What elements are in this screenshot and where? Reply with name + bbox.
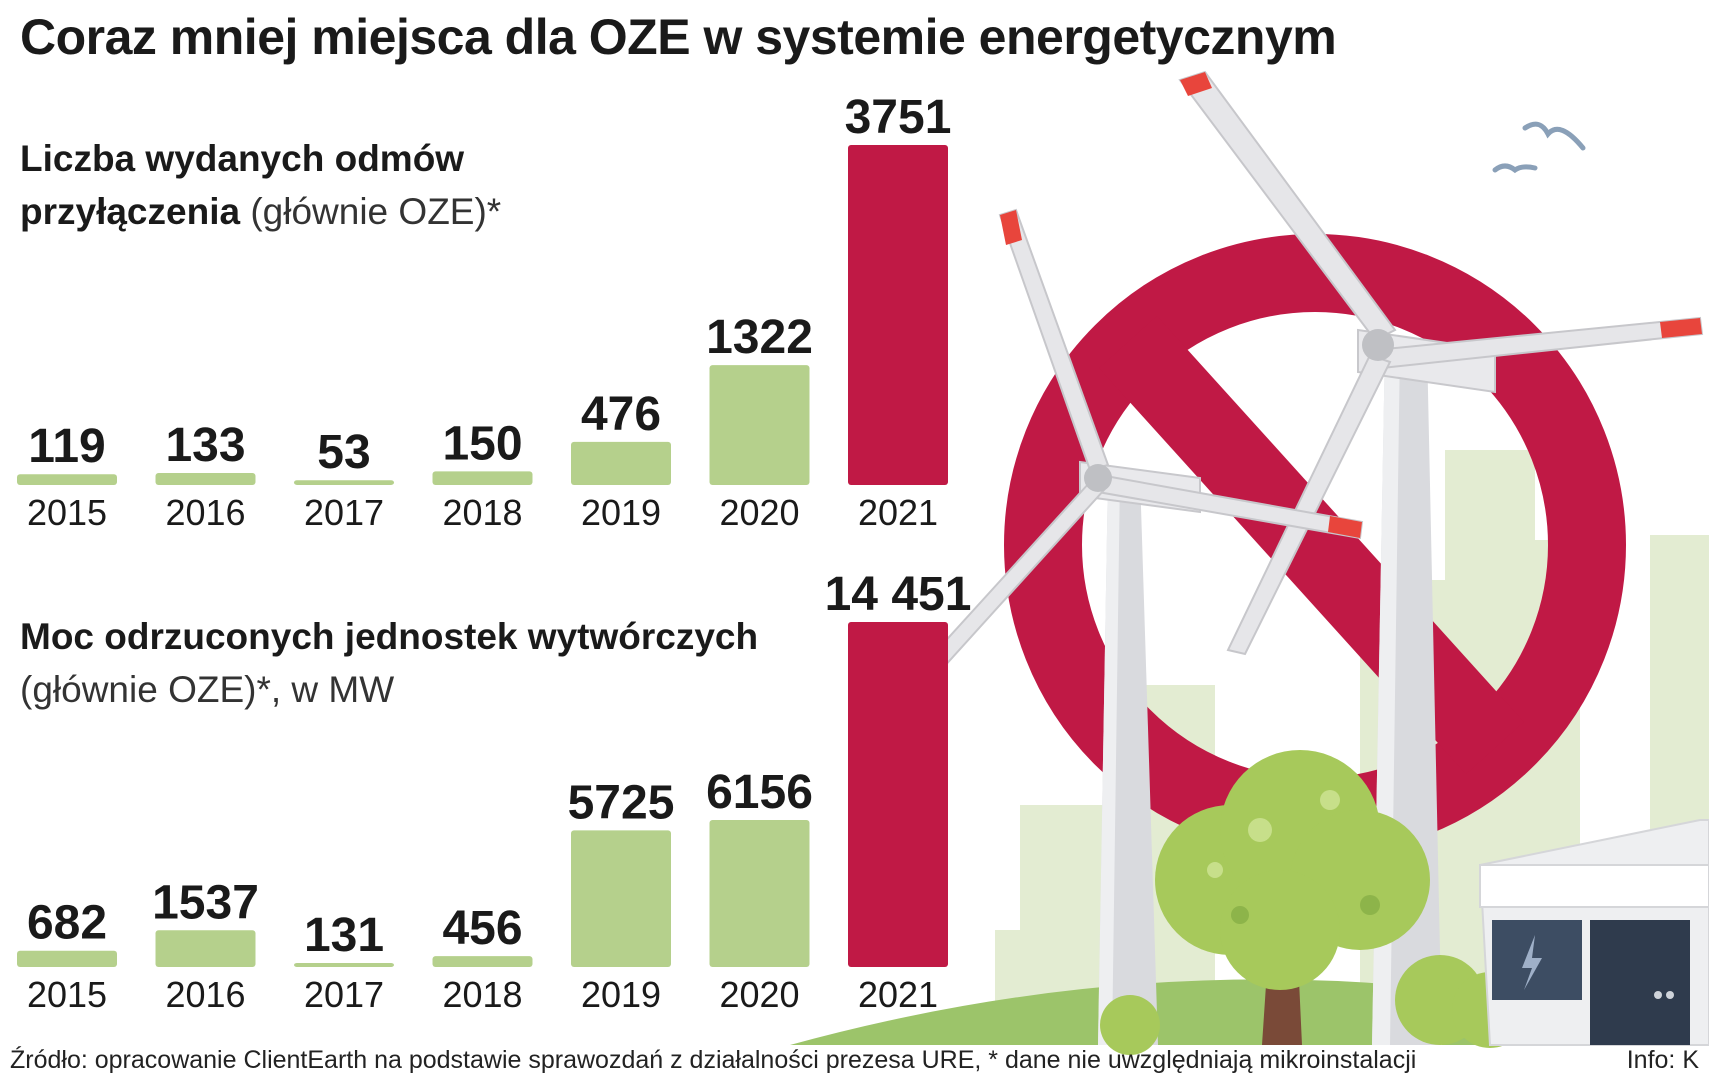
data-label-0-2021: 3751 bbox=[845, 91, 952, 144]
tick-label-1-2018: 2018 bbox=[442, 974, 522, 1015]
bar-0-2017 bbox=[294, 480, 394, 485]
data-label-1-2021: 14 451 bbox=[825, 568, 972, 621]
data-label-0-2015: 119 bbox=[28, 420, 105, 473]
tick-label-1-2020: 2020 bbox=[719, 974, 799, 1015]
bar-0-2020 bbox=[709, 365, 810, 485]
data-label-1-2016: 1537 bbox=[152, 876, 259, 929]
tick-label-0-2017: 2017 bbox=[304, 492, 384, 533]
data-label-1-2020: 6156 bbox=[706, 766, 813, 819]
bar-0-2015 bbox=[17, 474, 117, 485]
tree-icon bbox=[1155, 750, 1430, 1045]
lightning-icon bbox=[1522, 935, 1542, 990]
footer-credit: Info: K bbox=[1626, 1046, 1699, 1074]
bar-1-2020 bbox=[709, 820, 810, 967]
bar-1-2016 bbox=[155, 930, 256, 967]
building-icon bbox=[1478, 819, 1709, 1046]
chart1-title-note: (głównie OZE)* bbox=[240, 191, 502, 232]
chart2-title-line2: (głównie OZE)*, w MW bbox=[20, 669, 395, 710]
tick-label-1-2019: 2019 bbox=[581, 974, 661, 1015]
bar-1-2018 bbox=[432, 956, 533, 967]
chart1-title-line2: przyłączenia bbox=[20, 191, 241, 232]
bird-icon bbox=[1492, 163, 1538, 174]
bar-0-2021 bbox=[848, 145, 948, 485]
tick-label-0-2016: 2016 bbox=[165, 492, 245, 533]
bar-1-2021 bbox=[848, 622, 948, 967]
data-label-1-2017: 131 bbox=[304, 909, 384, 962]
bar-0-2019 bbox=[571, 441, 671, 485]
data-label-1-2018: 456 bbox=[442, 902, 522, 955]
tick-label-1-2021: 2021 bbox=[858, 974, 938, 1015]
chart2-subtitle: Moc odrzuconych jednostek wytwórczych (g… bbox=[20, 610, 758, 716]
bar-0-2016 bbox=[155, 472, 256, 485]
data-label-0-2019: 476 bbox=[581, 388, 661, 441]
chart2-title-line1: Moc odrzuconych jednostek wytwórczych bbox=[20, 616, 759, 657]
data-label-0-2018: 150 bbox=[442, 417, 522, 470]
tick-label-0-2021: 2021 bbox=[858, 492, 938, 533]
tick-label-0-2015: 2015 bbox=[27, 492, 107, 533]
data-label-1-2015: 682 bbox=[27, 897, 107, 950]
tick-label-0-2018: 2018 bbox=[442, 492, 522, 533]
tick-label-0-2020: 2020 bbox=[719, 492, 799, 533]
chart1-title-line1: Liczba wydanych odmów bbox=[20, 138, 465, 179]
tick-label-0-2019: 2019 bbox=[581, 492, 661, 533]
data-label-1-2019: 5725 bbox=[568, 776, 675, 829]
chart1-subtitle: Liczba wydanych odmów przyłączenia (głów… bbox=[20, 132, 501, 238]
data-label-0-2020: 1322 bbox=[706, 311, 813, 364]
tick-label-1-2016: 2016 bbox=[165, 974, 245, 1015]
bird-icon bbox=[1522, 121, 1586, 151]
bar-1-2015 bbox=[17, 950, 117, 967]
wind-turbine-icon bbox=[908, 208, 1364, 1045]
tick-label-1-2015: 2015 bbox=[27, 974, 107, 1015]
tick-label-1-2017: 2017 bbox=[304, 974, 384, 1015]
bar-1-2017 bbox=[294, 963, 394, 967]
bar-1-2019 bbox=[571, 830, 671, 967]
page-title: Coraz mniej miejsca dla OZE w systemie e… bbox=[20, 9, 1337, 65]
data-label-0-2016: 133 bbox=[165, 419, 245, 472]
data-label-0-2017: 53 bbox=[317, 426, 370, 479]
bar-0-2018 bbox=[432, 471, 533, 485]
footer-source: Źródło: opracowanie ClientEarth na podst… bbox=[10, 1046, 1417, 1074]
